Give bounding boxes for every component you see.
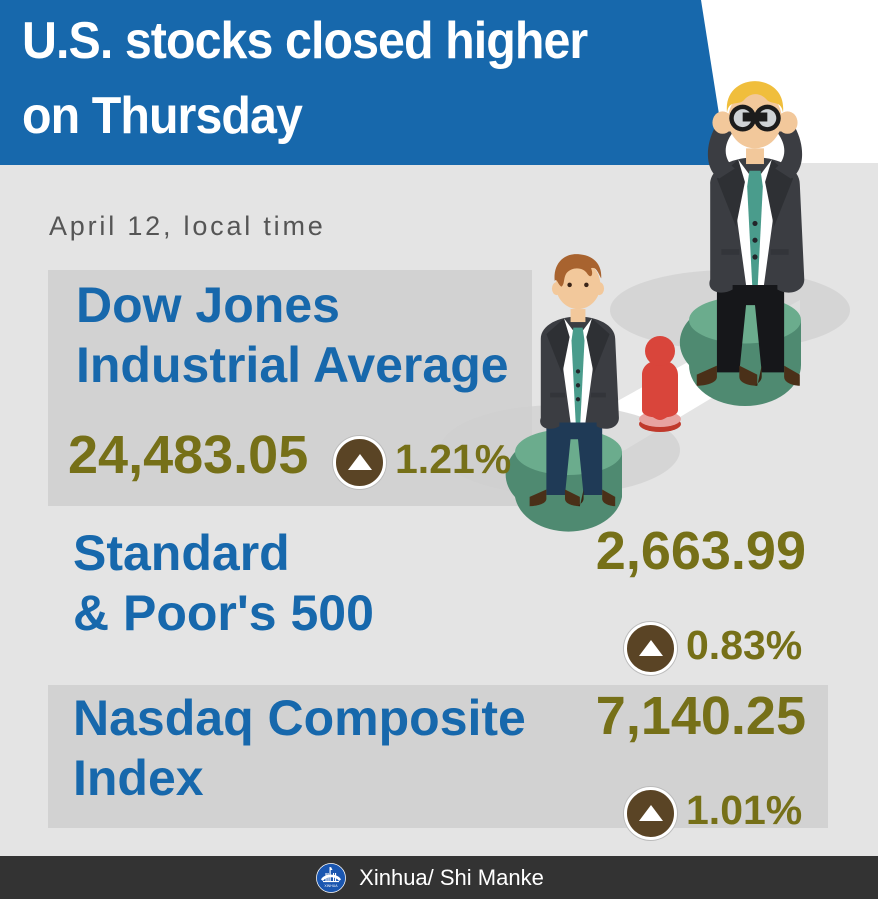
svg-text:XINHUA: XINHUA (325, 884, 339, 888)
